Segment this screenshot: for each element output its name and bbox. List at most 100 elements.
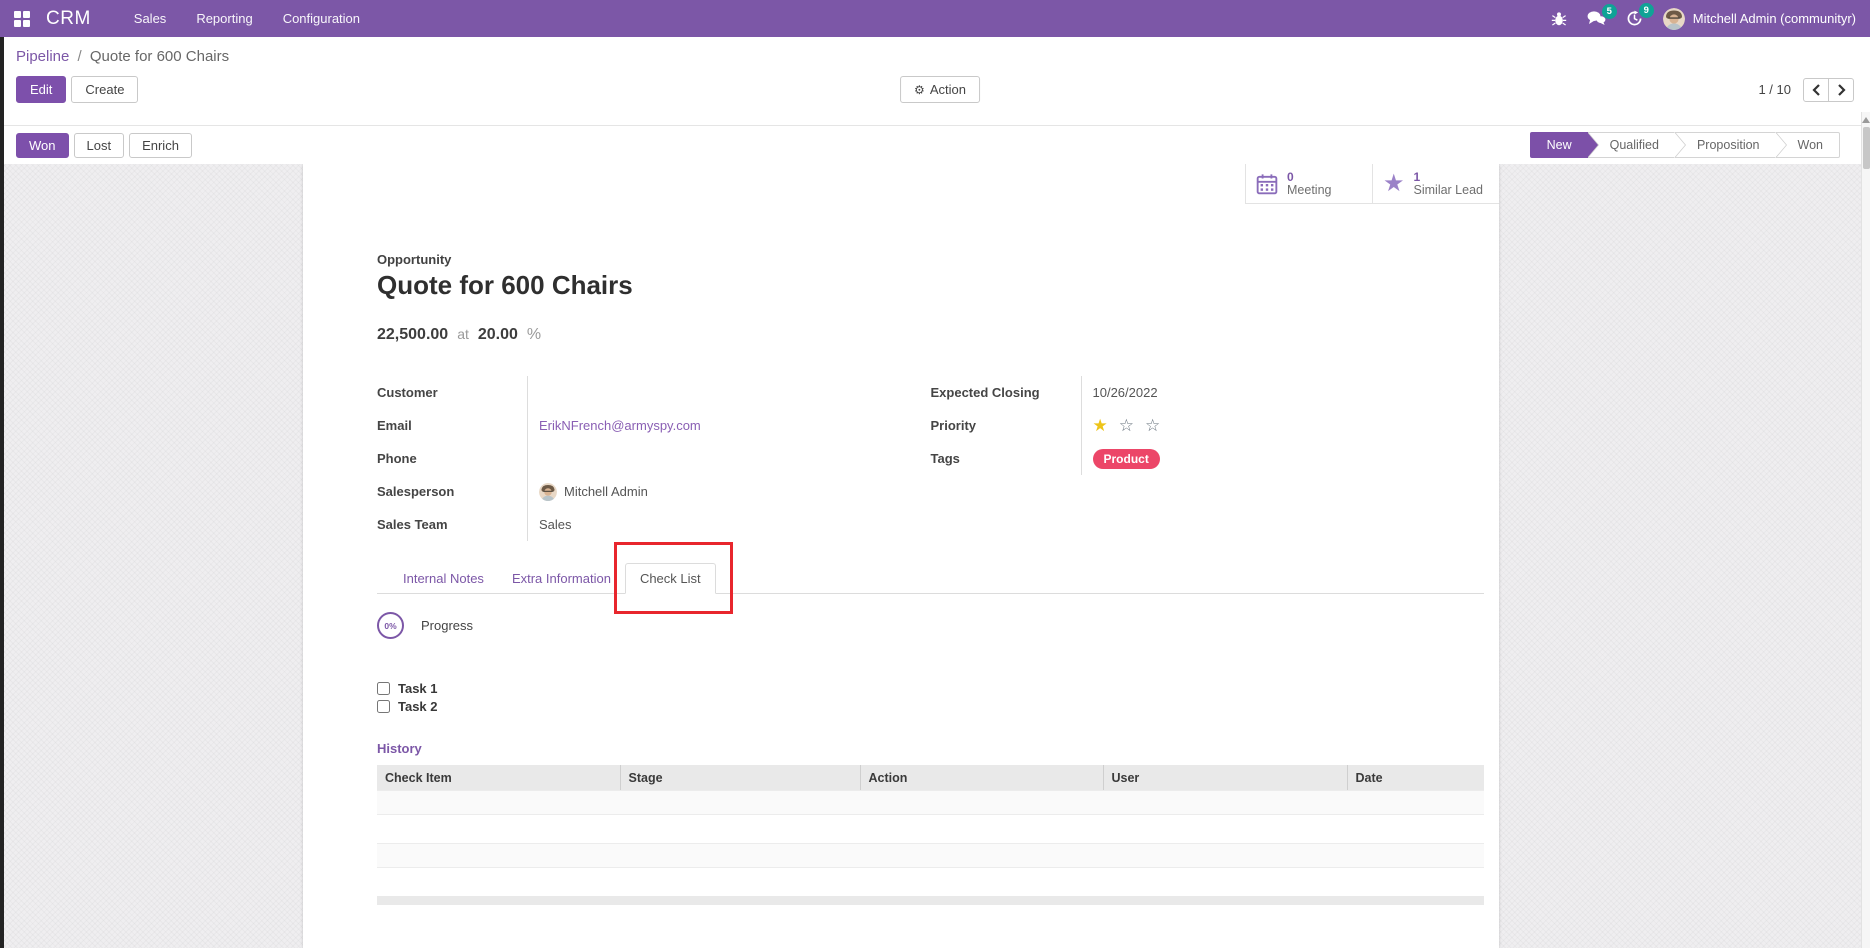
field-row-priority: Priority ★ ☆ ☆ (931, 409, 1485, 442)
customer-label: Customer (377, 376, 528, 409)
tags-label: Tags (931, 442, 1082, 475)
create-button[interactable]: Create (71, 76, 139, 103)
won-button[interactable]: Won (16, 132, 69, 158)
priority-star-1[interactable]: ★ (1092, 415, 1108, 435)
menu-reporting[interactable]: Reporting (196, 11, 253, 26)
phone-label: Phone (377, 442, 528, 475)
task-2-checkbox[interactable] (377, 699, 390, 713)
activities-badge: 9 (1638, 3, 1654, 18)
enrich-button[interactable]: Enrich (129, 132, 192, 158)
messages-icon[interactable]: 5 (1587, 4, 1617, 26)
field-row-tags: Tags Product (931, 442, 1485, 475)
field-row-sales-team: Sales Team Sales (377, 508, 931, 541)
meeting-stat-button[interactable]: 0 Meeting (1245, 164, 1372, 204)
stage-ribbon: New Qualified Proposition Won (1529, 132, 1840, 158)
field-row-phone: Phone (377, 442, 931, 475)
stage-proposition[interactable]: Proposition (1674, 132, 1787, 158)
field-row-expected-closing: Expected Closing 10/26/2022 (931, 376, 1485, 409)
window-edge (0, 37, 4, 948)
pager-previous-button[interactable] (1803, 77, 1829, 102)
vertical-scrollbar[interactable] (1861, 112, 1870, 948)
similar-lead-stat-button[interactable]: ★ 1 Similar Lead (1372, 164, 1499, 204)
progress-row: 0% Progress (377, 612, 1484, 639)
column-stage[interactable]: Stage (619, 765, 860, 790)
sales-team-value[interactable]: Sales (539, 517, 572, 532)
user-avatar (1662, 7, 1685, 30)
empty-row (377, 815, 1484, 843)
tags-value: Product (1082, 448, 1160, 469)
tab-check-list-label: Check List (639, 571, 701, 586)
stage-qualified[interactable]: Qualified (1587, 132, 1687, 158)
apps-grid-icon[interactable] (14, 10, 30, 27)
user-name: Mitchell Admin (communityr) (1692, 11, 1856, 26)
task-row-2: Task 2 (377, 697, 1484, 715)
debug-bug-icon[interactable] (1551, 11, 1567, 27)
salesperson-avatar (539, 482, 557, 501)
field-row-salesperson: Salesperson Mi (377, 475, 931, 508)
pager-count: 1 / 10 (1758, 82, 1791, 97)
task-list: Task 1 Task 2 (377, 679, 1484, 715)
expected-revenue: 22,500.00 (377, 326, 449, 343)
task-1-checkbox[interactable] (377, 681, 390, 695)
pager: 1 / 10 (1758, 77, 1854, 102)
priority-star-2[interactable]: ☆ (1118, 415, 1134, 435)
column-user[interactable]: User (1102, 765, 1347, 790)
task-1-label: Task 1 (398, 680, 438, 696)
priority-star-3[interactable]: ☆ (1145, 415, 1161, 435)
statusbar: Won Lost Enrich New Qualified Propositio… (0, 126, 1870, 164)
pager-next-button[interactable] (1828, 77, 1854, 102)
user-menu[interactable]: Mitchell Admin (communityr) (1662, 7, 1856, 30)
tag-product[interactable]: Product (1092, 448, 1160, 469)
notebook-tabbar: Internal Notes Extra Information Check L… (377, 542, 1484, 614)
form-background: 0 Meeting ★ 1 Similar Lead Opportunity Q… (0, 164, 1870, 948)
menu-sales[interactable]: Sales (133, 11, 167, 26)
history-empty-rows (377, 790, 1484, 905)
empty-row (377, 790, 1484, 815)
breadcrumb-pipeline-link[interactable]: Pipeline (16, 48, 70, 65)
breadcrumb-current: Quote for 600 Chairs (89, 48, 230, 65)
star-icon: ★ (1383, 169, 1405, 197)
task-2-label: Task 2 (398, 698, 438, 714)
field-groups: Customer Email ErikNFrench@armyspy.com P… (377, 376, 1484, 541)
field-row-customer: Customer (377, 376, 931, 409)
meeting-label: Meeting (1287, 182, 1332, 197)
gear-icon: ⚙ (914, 82, 925, 97)
breadcrumb: Pipeline / Quote for 600 Chairs (16, 48, 1854, 65)
activities-clock-icon[interactable]: 9 (1626, 3, 1654, 27)
edit-button[interactable]: Edit (16, 76, 67, 103)
calendar-icon (1256, 173, 1278, 195)
menu-configuration[interactable]: Configuration (282, 11, 361, 26)
column-action[interactable]: Action (859, 765, 1103, 790)
meeting-count: 0 (1287, 169, 1294, 184)
empty-row (377, 843, 1484, 868)
similar-lead-count: 1 (1413, 169, 1421, 184)
app-brand[interactable]: CRM (46, 7, 91, 29)
salesperson-value[interactable]: Mitchell Admin (528, 482, 648, 501)
task-row-1: Task 1 (377, 679, 1484, 697)
similar-lead-stat-text: 1 Similar Lead (1413, 169, 1483, 197)
field-group-right: Expected Closing 10/26/2022 Priority ★ ☆… (931, 376, 1485, 541)
stage-won[interactable]: Won (1775, 132, 1840, 158)
column-check-item[interactable]: Check Item (377, 765, 620, 790)
breadcrumb-separator: / (77, 48, 82, 65)
stage-new[interactable]: New (1529, 132, 1599, 158)
expected-closing-value[interactable]: 10/26/2022 (1092, 385, 1158, 400)
form-sheet: 0 Meeting ★ 1 Similar Lead Opportunity Q… (303, 164, 1499, 948)
table-footer-bar (377, 896, 1484, 905)
tab-check-list[interactable]: Check List (613, 542, 733, 614)
similar-lead-label: Similar Lead (1413, 182, 1483, 197)
scrollbar-thumb[interactable] (1862, 127, 1870, 169)
probability-value: 20.00 (477, 326, 518, 343)
action-button[interactable]: ⚙ Action (900, 76, 980, 103)
lost-button[interactable]: Lost (73, 132, 125, 158)
priority-label: Priority (931, 409, 1082, 442)
scrollbar-up-arrow[interactable] (1862, 117, 1870, 123)
email-value-link[interactable]: ErikNFrench@armyspy.com (539, 418, 701, 433)
progress-label: Progress (421, 618, 474, 633)
column-date[interactable]: Date (1346, 765, 1484, 790)
email-label: Email (377, 409, 528, 442)
record-type-label: Opportunity (377, 252, 452, 267)
page-title: Quote for 600 Chairs (377, 270, 633, 300)
tab-internal-notes[interactable]: Internal Notes (403, 571, 484, 586)
tab-extra-information[interactable]: Extra Information (511, 571, 611, 586)
